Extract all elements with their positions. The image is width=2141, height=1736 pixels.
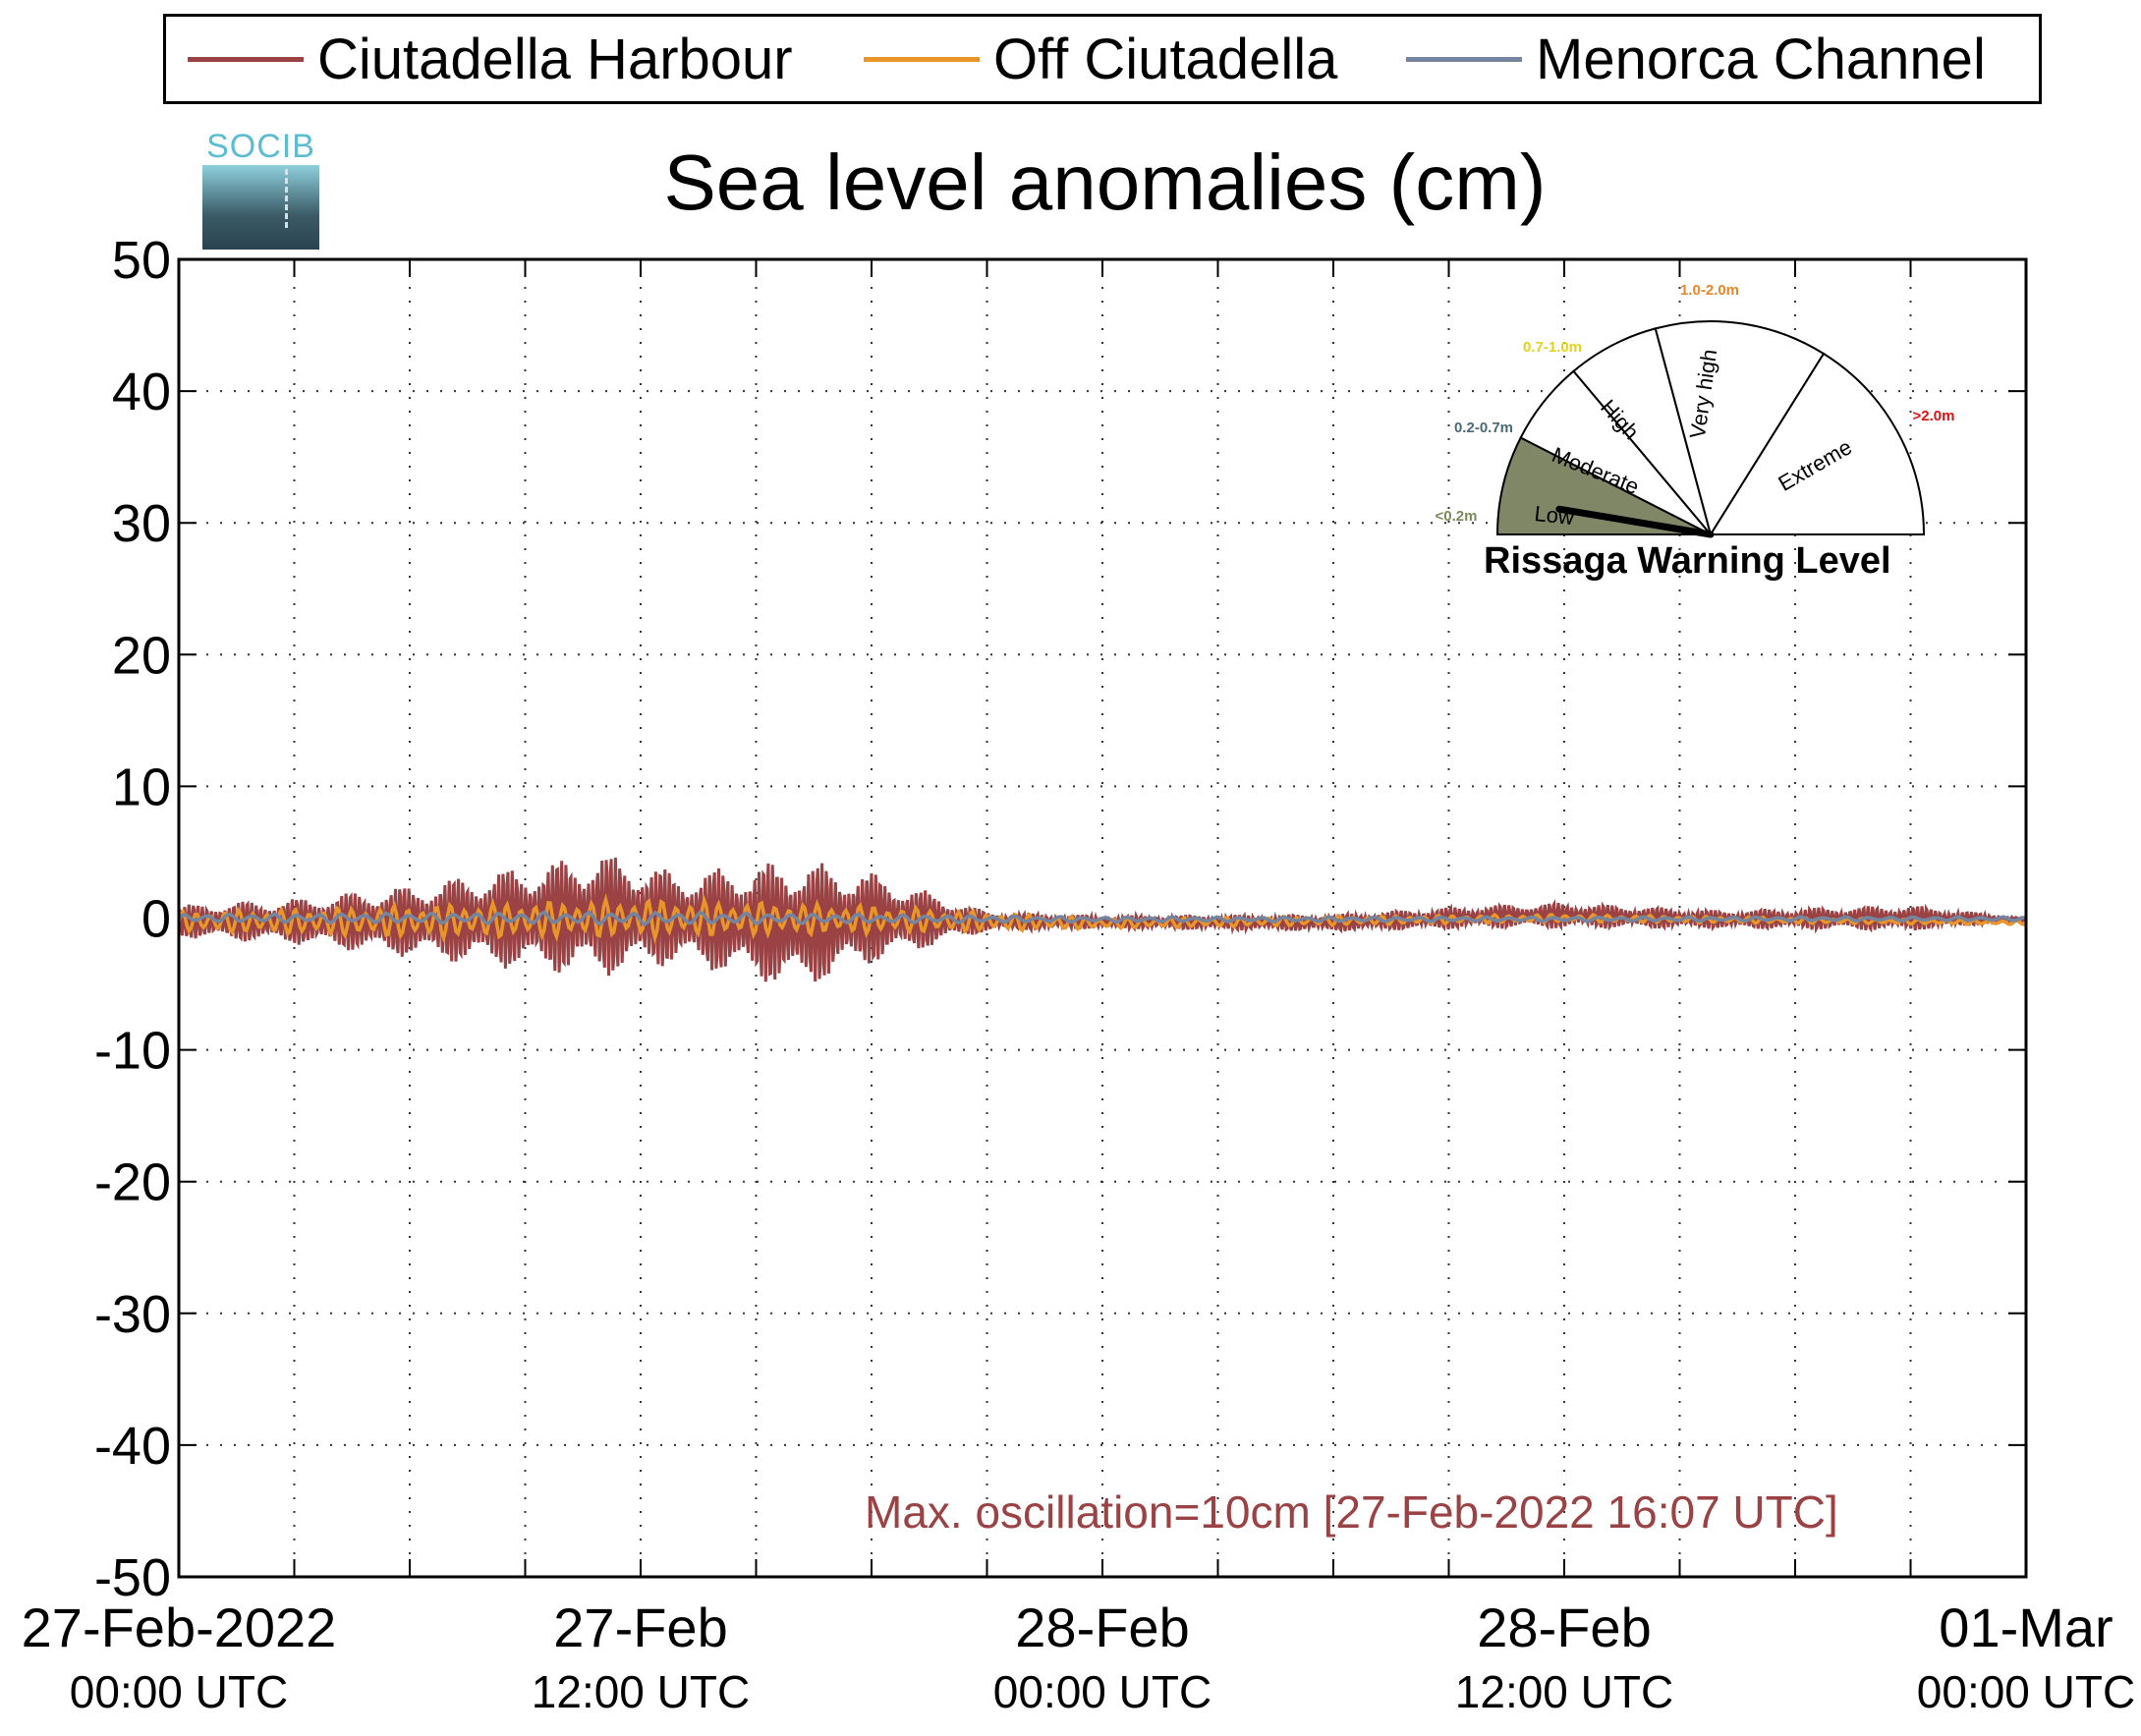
gauge-caption: Rissaga Warning Level — [1484, 540, 1891, 582]
y-tick-label: 50 — [112, 231, 171, 290]
logo-dash — [285, 169, 288, 228]
y-tick-label: -10 — [94, 1022, 171, 1081]
y-tick-label: 20 — [112, 626, 171, 685]
x-tick-label-time: 00:00 UTC — [1917, 1666, 2135, 1717]
gauge-sector-label: Low — [1533, 501, 1575, 530]
x-tick-label: 28-Feb — [1015, 1596, 1189, 1658]
x-tick-label-time: 12:00 UTC — [1455, 1666, 1673, 1717]
y-tick-label: 40 — [112, 363, 171, 421]
gauge-sector-low — [1495, 436, 1712, 535]
x-tick-label-time: 00:00 UTC — [70, 1666, 288, 1717]
x-tick-label: 27-Feb-2022 — [22, 1596, 337, 1658]
legend-label: Ciutadella Harbour — [317, 27, 793, 91]
gauge-range-label: <0.2m — [1436, 508, 1478, 525]
y-tick-label: 30 — [112, 494, 171, 553]
gauge-range-label: 0.2-0.7m — [1454, 420, 1513, 436]
socib-logo: SOCIB — [202, 128, 319, 250]
x-tick-label: 01-Mar — [1939, 1596, 2113, 1658]
logo-text: SOCIB — [206, 128, 315, 165]
legend-swatch — [864, 56, 980, 62]
legend-item-menorca-channel: Menorca Channel — [1406, 17, 1986, 101]
legend-swatch — [188, 56, 304, 62]
x-tick-label: 27-Feb — [553, 1596, 727, 1658]
gauge-needle — [1555, 505, 1715, 538]
chart-legend: Ciutadella Harbour Off Ciutadella Menorc… — [163, 14, 2042, 104]
chart-title: Sea level anomalies (cm) — [663, 139, 1547, 226]
legend-label: Menorca Channel — [1536, 27, 1986, 91]
legend-item-off-ciutadella: Off Ciutadella — [864, 17, 1337, 101]
x-tick-label: 28-Feb — [1477, 1596, 1651, 1658]
gauge-range-label: 1.0-2.0m — [1680, 282, 1739, 299]
legend-item-ciutadella-harbour: Ciutadella Harbour — [188, 17, 793, 101]
logo-graphic — [202, 165, 319, 250]
gauge-range-label: 0.7-1.0m — [1523, 339, 1582, 356]
y-tick-label: -30 — [94, 1285, 171, 1344]
legend-label: Off Ciutadella — [993, 27, 1338, 91]
x-tick-label-time: 12:00 UTC — [532, 1666, 750, 1717]
gauge-sector-very-high — [1654, 320, 1826, 537]
plot-frame — [177, 257, 2028, 1579]
y-tick-label: -50 — [94, 1548, 171, 1607]
y-tick-label: -20 — [94, 1153, 171, 1212]
gauge-range-label: >2.0m — [1913, 408, 1955, 424]
gauge-sector-extreme — [1709, 352, 1926, 535]
max-oscillation-annotation: Max. oscillation=10cm [27-Feb-2022 16:07… — [865, 1486, 1838, 1538]
y-tick-label: 0 — [141, 890, 171, 949]
x-tick-label-time: 00:00 UTC — [993, 1666, 1211, 1717]
y-tick-label: -40 — [94, 1417, 171, 1476]
legend-swatch — [1406, 56, 1522, 62]
series-line-menorca-channel — [177, 910, 2027, 927]
y-tick-label: 10 — [112, 757, 171, 816]
